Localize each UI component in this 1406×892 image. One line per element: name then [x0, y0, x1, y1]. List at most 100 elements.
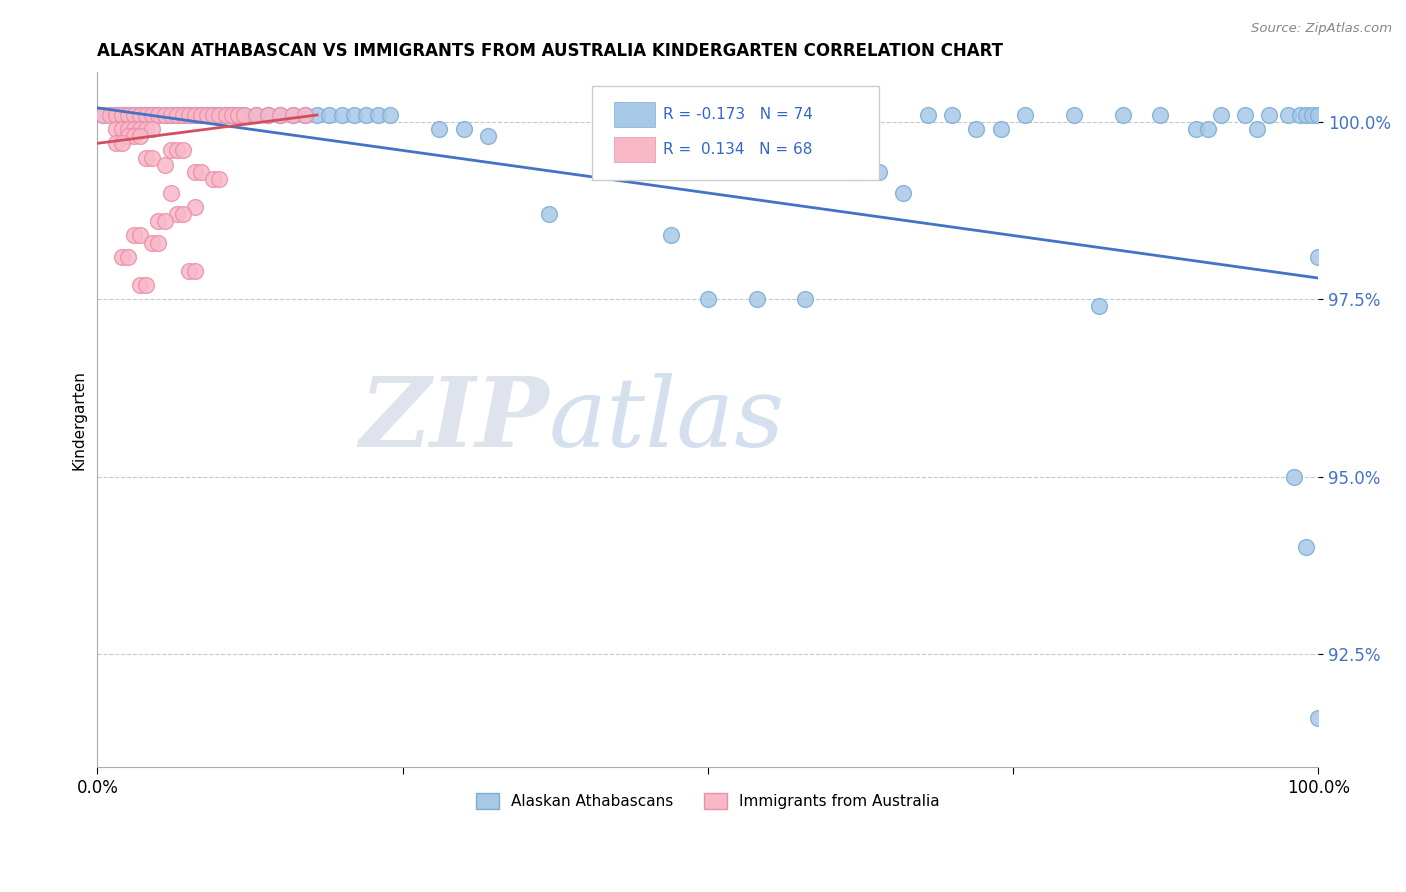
Point — [281, 108, 304, 122]
Point — [1301, 108, 1323, 122]
Point — [269, 108, 291, 122]
Point — [659, 228, 682, 243]
Point — [1112, 108, 1135, 122]
Point — [195, 108, 218, 122]
Point — [696, 293, 718, 307]
Text: ALASKAN ATHABASCAN VS IMMIGRANTS FROM AUSTRALIA KINDERGARTEN CORRELATION CHART: ALASKAN ATHABASCAN VS IMMIGRANTS FROM AU… — [97, 42, 1004, 60]
Point — [166, 108, 188, 122]
Point — [307, 108, 329, 122]
Point — [111, 136, 134, 151]
Point — [104, 136, 127, 151]
Point — [232, 108, 254, 122]
Point — [135, 151, 157, 165]
Point — [1308, 108, 1330, 122]
Point — [129, 129, 152, 144]
FancyBboxPatch shape — [614, 103, 655, 128]
Point — [111, 108, 134, 122]
Point — [941, 108, 963, 122]
Text: Source: ZipAtlas.com: Source: ZipAtlas.com — [1251, 22, 1392, 36]
Point — [135, 278, 157, 293]
Point — [122, 129, 145, 144]
Point — [117, 108, 139, 122]
Point — [135, 108, 157, 122]
Point — [141, 151, 163, 165]
Point — [98, 108, 121, 122]
Point — [294, 108, 316, 122]
Point — [172, 108, 194, 122]
Point — [129, 278, 152, 293]
Point — [148, 108, 170, 122]
Point — [184, 164, 207, 178]
Point — [172, 207, 194, 221]
Point — [844, 164, 866, 178]
Point — [159, 144, 181, 158]
Point — [208, 108, 231, 122]
Point — [1014, 108, 1036, 122]
Point — [190, 164, 212, 178]
Point — [221, 108, 243, 122]
Y-axis label: Kindergarten: Kindergarten — [72, 370, 86, 470]
Point — [93, 108, 115, 122]
Point — [177, 108, 200, 122]
Point — [1277, 108, 1299, 122]
Point — [281, 108, 304, 122]
Point — [153, 108, 176, 122]
Point — [141, 108, 163, 122]
Point — [214, 108, 236, 122]
Point — [184, 108, 207, 122]
Point — [1295, 541, 1317, 555]
Point — [166, 144, 188, 158]
Point — [245, 108, 267, 122]
Point — [166, 207, 188, 221]
Point — [184, 108, 207, 122]
Point — [177, 264, 200, 278]
Point — [177, 108, 200, 122]
Point — [202, 171, 225, 186]
Point — [153, 158, 176, 172]
Point — [148, 214, 170, 228]
Point — [190, 108, 212, 122]
Point — [98, 108, 121, 122]
Point — [794, 108, 817, 122]
Point — [122, 122, 145, 136]
Point — [172, 108, 194, 122]
Text: atlas: atlas — [550, 373, 785, 467]
Point — [195, 108, 218, 122]
Point — [141, 108, 163, 122]
Point — [117, 108, 139, 122]
Point — [380, 108, 402, 122]
Point — [269, 108, 291, 122]
FancyBboxPatch shape — [592, 87, 879, 180]
Point — [117, 129, 139, 144]
Point — [1185, 122, 1208, 136]
Point — [1149, 108, 1171, 122]
Point — [453, 122, 475, 136]
Point — [93, 108, 115, 122]
Point — [367, 108, 389, 122]
Point — [1258, 108, 1281, 122]
Point — [257, 108, 280, 122]
Point — [965, 122, 987, 136]
Point — [153, 214, 176, 228]
Point — [891, 186, 914, 200]
Point — [343, 108, 366, 122]
Point — [1295, 108, 1317, 122]
Point — [166, 108, 188, 122]
Point — [214, 108, 236, 122]
Point — [135, 122, 157, 136]
Point — [477, 129, 499, 144]
Point — [1308, 711, 1330, 725]
Point — [122, 108, 145, 122]
Point — [190, 108, 212, 122]
Point — [257, 108, 280, 122]
Point — [111, 122, 134, 136]
Point — [159, 108, 181, 122]
Point — [1197, 122, 1219, 136]
Point — [104, 122, 127, 136]
Point — [208, 108, 231, 122]
Point — [159, 108, 181, 122]
Point — [221, 108, 243, 122]
Point — [148, 235, 170, 250]
Point — [129, 108, 152, 122]
Point — [129, 122, 152, 136]
